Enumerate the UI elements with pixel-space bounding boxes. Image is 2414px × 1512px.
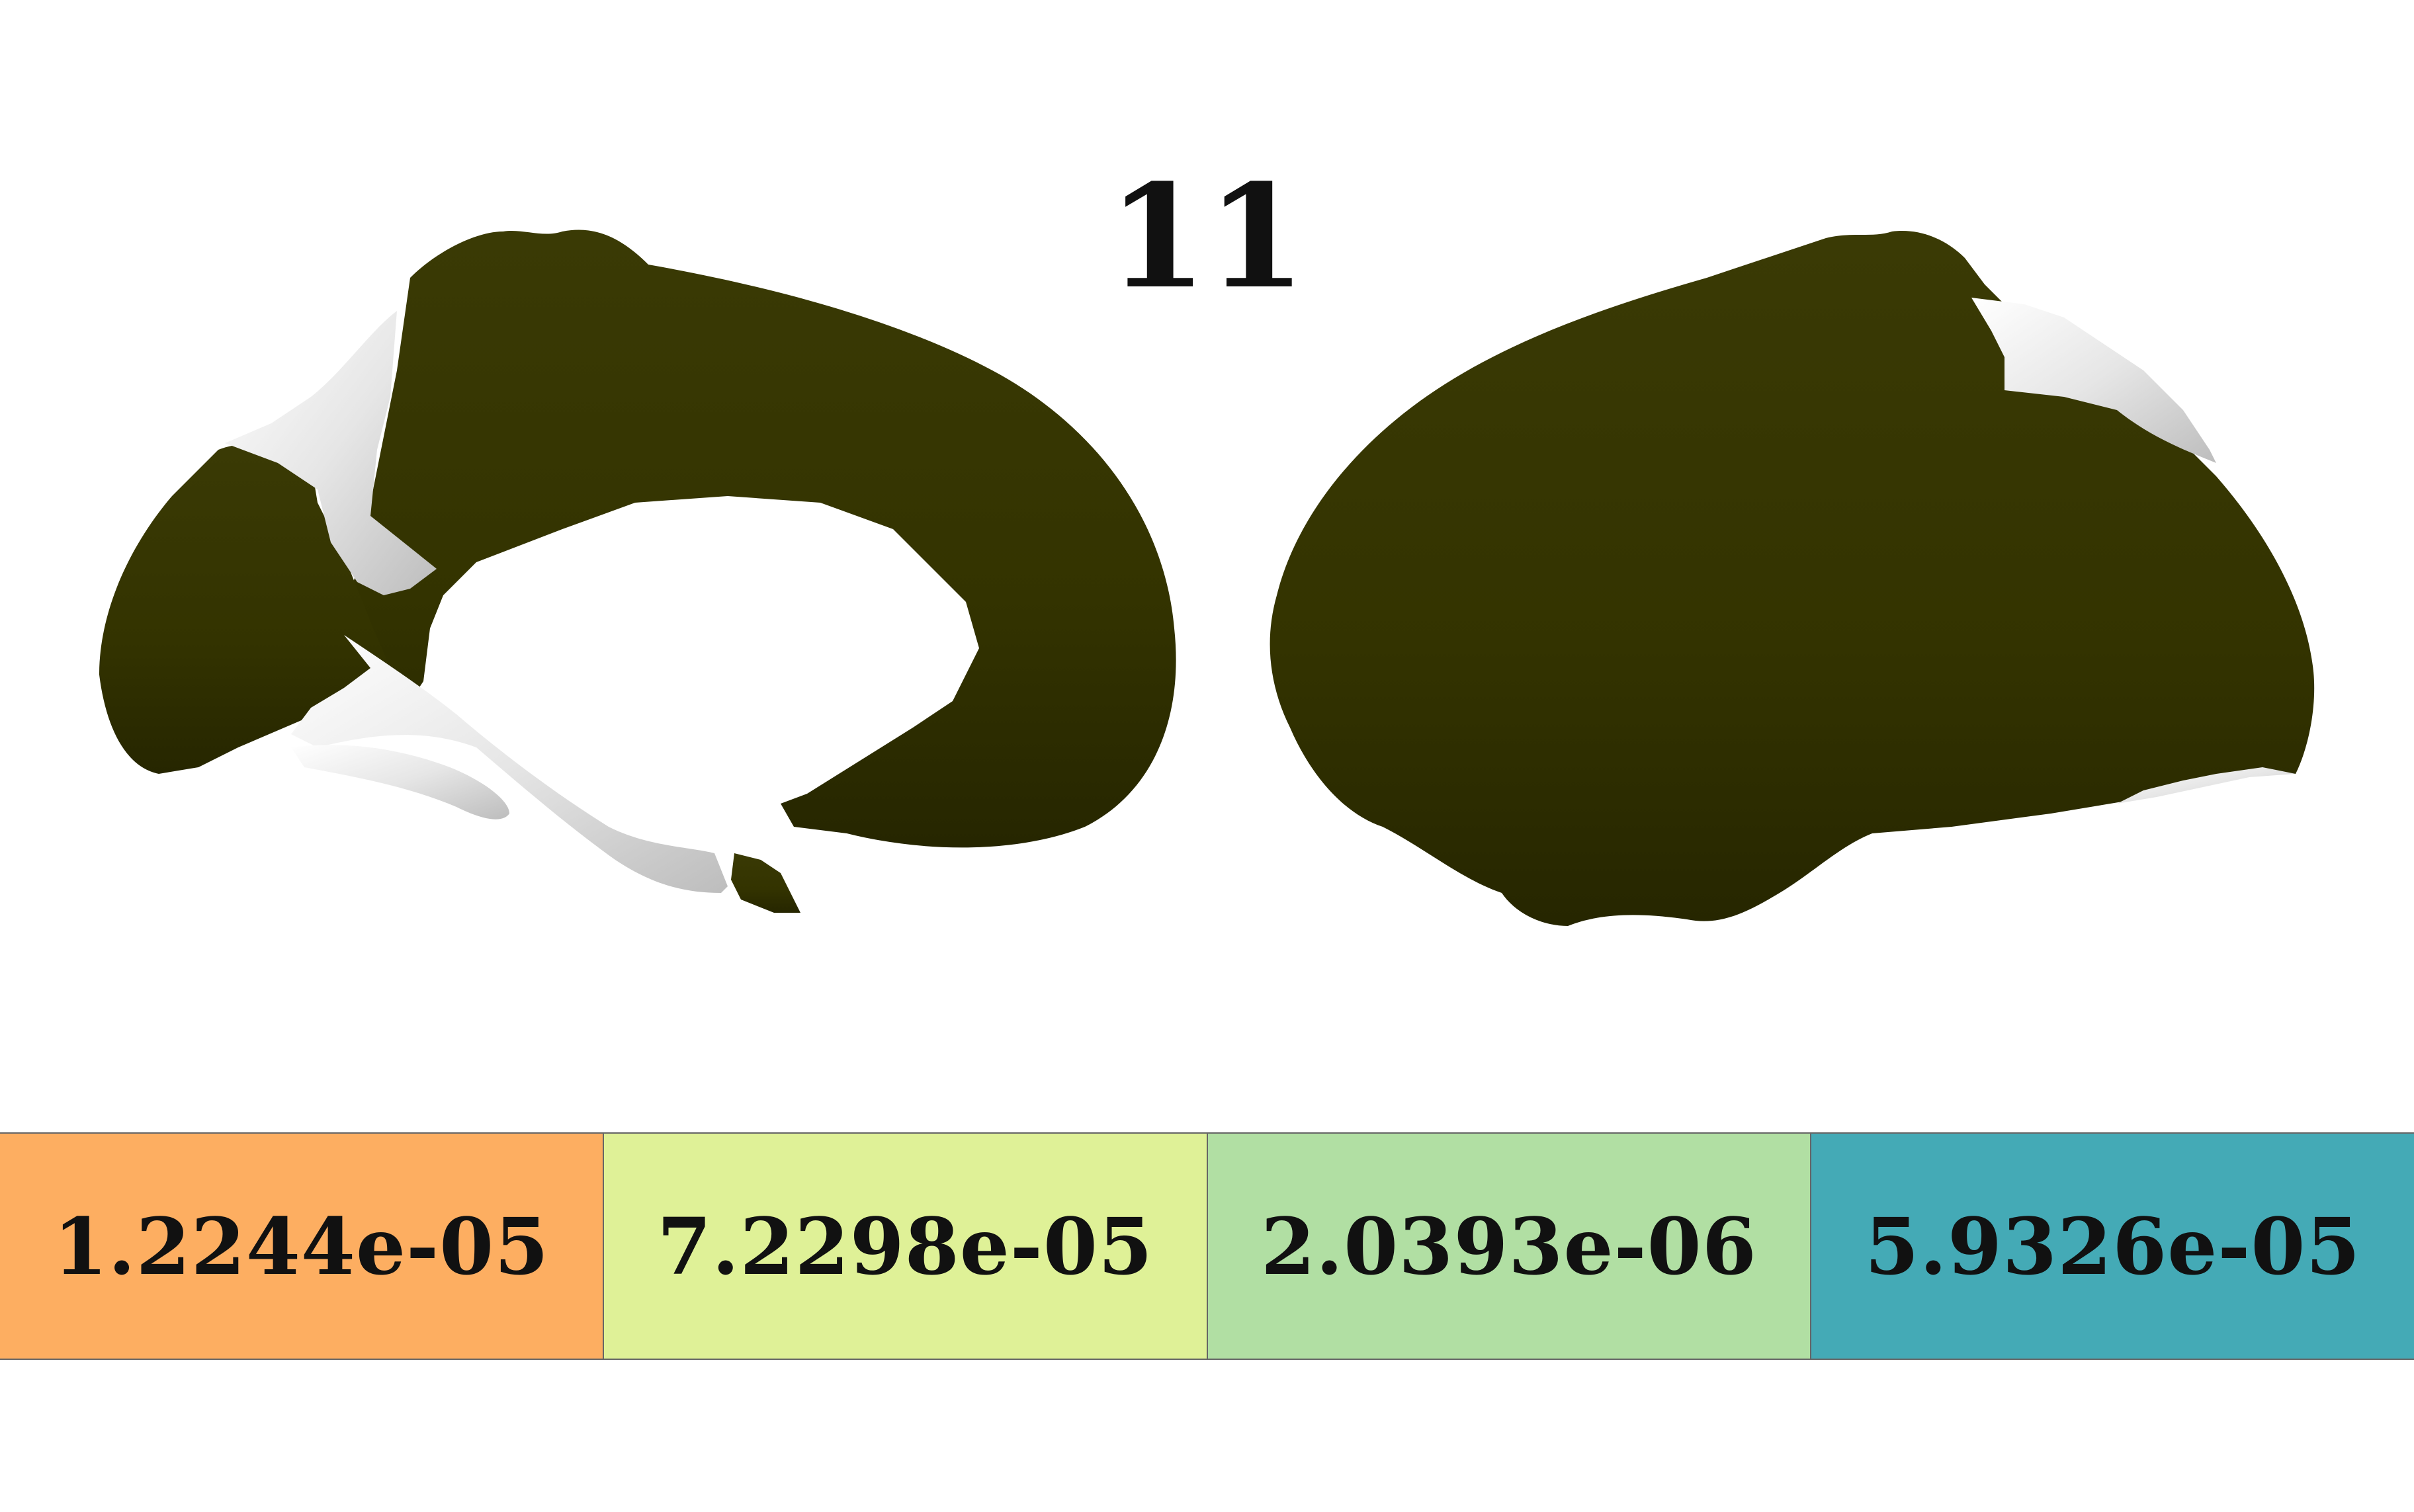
medial-wall-region: [225, 311, 437, 595]
medial-occipital-region: [99, 444, 390, 774]
colorbar-cell-3: 2.0393e-06: [1207, 1134, 1812, 1359]
colorbar-cell-2: 7.2298e-05: [603, 1134, 1208, 1359]
lateral-cortex-region: [1270, 231, 2315, 926]
figure-title: 11: [1107, 153, 1307, 320]
colorbar: 1.2244e-05 7.2298e-05 2.0393e-06 5.9326e…: [0, 1132, 2414, 1360]
colorbar-cell-1: 1.2244e-05: [0, 1134, 604, 1359]
medial-parahippocampal-strip: [291, 745, 509, 819]
medial-cortex-region: [344, 230, 1176, 848]
brain-surface-views: [99, 230, 2315, 926]
medial-view: [99, 230, 1176, 913]
medial-limbic-band: [291, 635, 728, 893]
lateral-occipital-region: [2117, 767, 2296, 804]
colorbar-label: 2.0393e-06: [1260, 1200, 1757, 1292]
colorbar-label: 1.2244e-05: [53, 1200, 550, 1292]
colorbar-label: 7.2298e-05: [657, 1200, 1154, 1292]
colorbar-cell-4: 5.9326e-05: [1811, 1134, 2414, 1359]
medial-temporal-tip: [731, 853, 800, 913]
lateral-parietal-region: [1971, 298, 2216, 463]
colorbar-label: 5.9326e-05: [1864, 1200, 2361, 1292]
lateral-view: [1270, 231, 2315, 926]
